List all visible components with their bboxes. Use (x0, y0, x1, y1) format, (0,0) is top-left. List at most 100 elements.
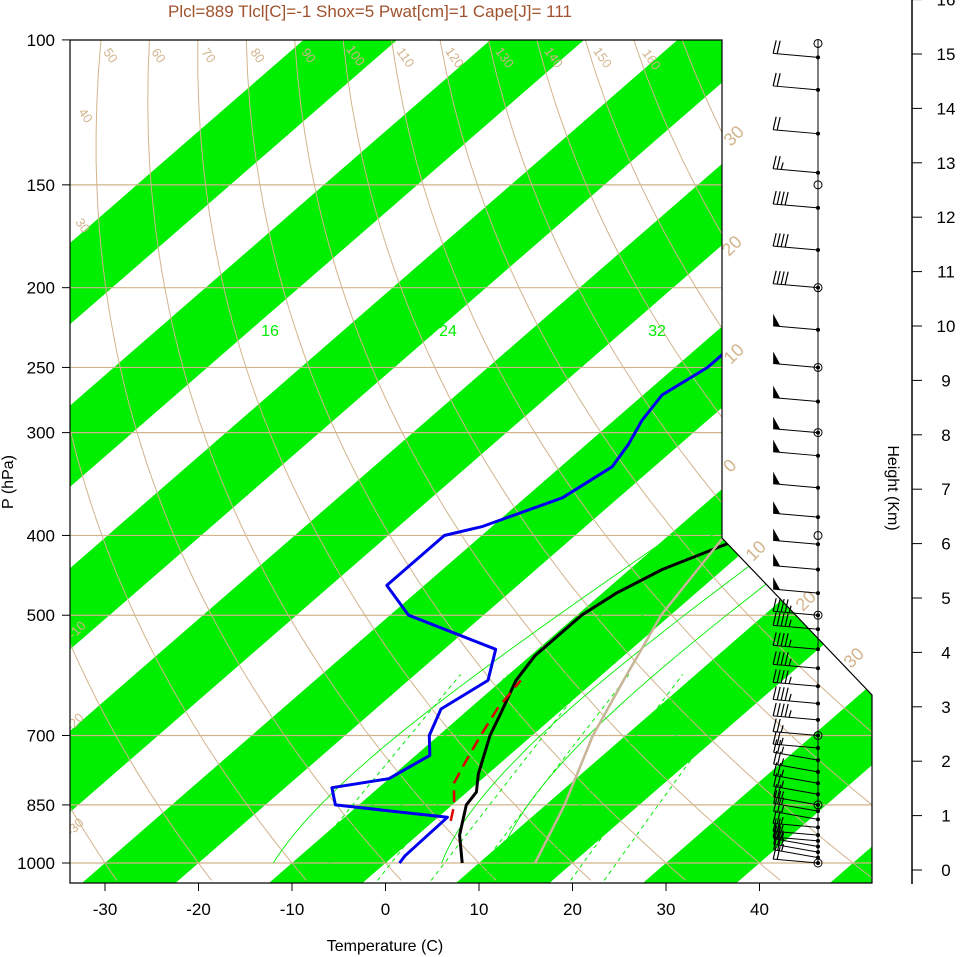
wind-barb (773, 385, 820, 404)
height-tick-label: 3 (941, 698, 950, 717)
wet-adiabat-label: 30 (840, 644, 868, 672)
dry-adiabat (294, 40, 781, 881)
temperature-band (557, 40, 872, 883)
y-tick-label: 400 (27, 526, 55, 545)
height-tick-label: 16 (937, 0, 956, 10)
wind-barb (772, 702, 820, 722)
wind-barb (773, 577, 820, 596)
y-tick-label: 700 (27, 727, 55, 746)
height-tick-label: 6 (941, 535, 950, 554)
thickness-label: 32 (648, 323, 666, 340)
dry-adiabat (70, 40, 213, 881)
y-axis-label: P (hPa) (0, 455, 17, 509)
wind-level-marker (813, 800, 823, 810)
wet-adiabat-label: 10 (720, 340, 748, 368)
wet-adiabat-label: 30 (720, 122, 748, 150)
y-tick-label: 1000 (17, 854, 55, 873)
wind-barb (773, 439, 820, 458)
wind-barb (772, 116, 820, 136)
y-tick-label: 200 (27, 279, 55, 298)
wind-barb (773, 351, 820, 370)
wind-level-marker (813, 38, 823, 48)
height-tick-label: 11 (937, 263, 955, 282)
dry-adiabat-label: 90 (298, 45, 319, 65)
wind-barb (772, 686, 820, 706)
parcel-line (449, 679, 522, 822)
y-tick-label: 300 (27, 424, 55, 443)
wind-barb (773, 739, 820, 763)
temperature-band (70, 40, 630, 883)
height-tick-label: 14 (937, 99, 956, 118)
wind-barbs (772, 38, 823, 868)
height-tick-label: 4 (941, 643, 950, 662)
dry-adiabat (95, 40, 402, 881)
y-tick-label: 500 (27, 606, 55, 625)
height-tick-label: 5 (941, 589, 950, 608)
wind-barb (773, 798, 820, 822)
wind-barb (773, 825, 820, 849)
wind-barb (772, 40, 820, 60)
wind-barb (773, 831, 820, 855)
mixing-ratio-line (430, 674, 593, 881)
wind-barb (773, 553, 820, 572)
x-tick-label: 20 (563, 900, 582, 919)
y-tick-label: 150 (27, 176, 55, 195)
wind-barb (772, 718, 820, 738)
height-tick-label: 10 (937, 317, 956, 336)
height-tick-label: 0 (941, 861, 950, 880)
wet-adiabat-label: 10 (742, 537, 770, 565)
dry-adiabat-label: 40 (75, 105, 96, 125)
dry-adiabat (536, 40, 872, 881)
wind-barb (772, 598, 820, 618)
wind-barb (772, 190, 820, 210)
dry-adiabat (439, 40, 872, 881)
dry-adiabat (342, 40, 872, 881)
wind-barb (772, 669, 820, 689)
wind-level-marker (813, 362, 823, 372)
x-tick-label: 30 (657, 900, 676, 919)
wind-barb (773, 501, 820, 520)
dry-adiabat (245, 40, 687, 881)
wind-barb (773, 528, 820, 547)
wind-level-marker (813, 428, 823, 438)
wind-barb (772, 845, 820, 865)
wind-barb (772, 818, 820, 838)
x-tick-label: 10 (470, 900, 489, 919)
height-tick-label: 1 (941, 807, 950, 826)
dry-adiabat-label: 30 (72, 215, 93, 235)
x-tick-label: 0 (381, 900, 390, 919)
x-tick-label: -20 (186, 900, 211, 919)
thickness-label: 16 (261, 323, 279, 340)
dry-adiabat-label: 110 (394, 45, 418, 71)
wind-barb (772, 730, 820, 751)
mixing-ratio-line (290, 674, 462, 881)
mixing-ratio-line (470, 674, 630, 881)
dry-adiabat (197, 40, 592, 881)
y-tick-label: 850 (27, 796, 55, 815)
dry-adiabat (487, 40, 872, 881)
plot-frame (69, 39, 873, 884)
dry-adiabat-label: 50 (100, 45, 121, 65)
wet-adiabat-label: -30 (63, 815, 87, 839)
x-axis-label: Temperature (C) (327, 938, 443, 955)
mixing-ratio-line (570, 674, 723, 881)
dry-adiabat (70, 40, 307, 881)
y-tick-label: 250 (27, 358, 55, 377)
wind-barb (773, 416, 820, 435)
wind-level-marker (813, 858, 823, 868)
height-axis-label: Height (Km) (884, 445, 901, 530)
temperature-band (70, 40, 443, 883)
x-tick-label: -10 (280, 900, 305, 919)
wind-barb (772, 651, 820, 671)
y-axis: 100 150 200 250 300 400 500 700 850 1000 (17, 31, 70, 873)
moist-adiabat (497, 337, 872, 864)
y-tick-label: 100 (27, 31, 55, 50)
x-axis: -30 -20 -10 0 10 20 30 40 (93, 882, 769, 919)
x-tick-label: -30 (93, 900, 118, 919)
height-tick-label: 9 (941, 371, 950, 390)
wind-level-marker (813, 530, 823, 540)
dry-adiabat (70, 40, 118, 881)
